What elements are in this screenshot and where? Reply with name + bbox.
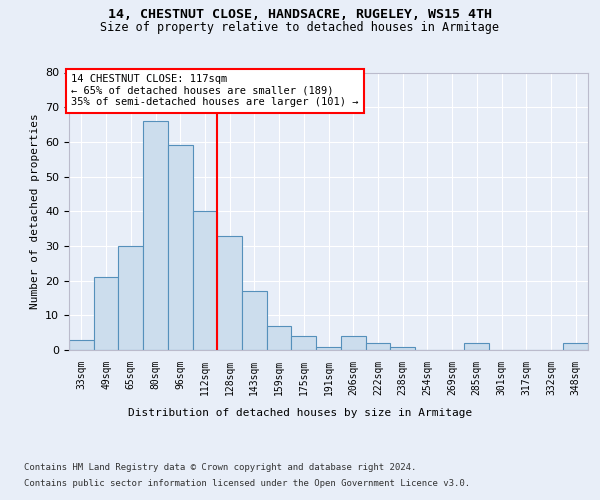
Bar bbox=[292, 336, 316, 350]
Bar bbox=[267, 326, 292, 350]
Text: Contains HM Land Registry data © Crown copyright and database right 2024.: Contains HM Land Registry data © Crown c… bbox=[24, 462, 416, 471]
Bar bbox=[69, 340, 94, 350]
Bar bbox=[563, 343, 588, 350]
Text: Distribution of detached houses by size in Armitage: Distribution of detached houses by size … bbox=[128, 408, 472, 418]
Bar bbox=[143, 121, 168, 350]
Bar bbox=[390, 346, 415, 350]
Bar bbox=[168, 146, 193, 350]
Y-axis label: Number of detached properties: Number of detached properties bbox=[29, 114, 40, 309]
Bar bbox=[118, 246, 143, 350]
Text: Size of property relative to detached houses in Armitage: Size of property relative to detached ho… bbox=[101, 21, 499, 34]
Bar bbox=[94, 277, 118, 350]
Text: 14, CHESTNUT CLOSE, HANDSACRE, RUGELEY, WS15 4TH: 14, CHESTNUT CLOSE, HANDSACRE, RUGELEY, … bbox=[108, 8, 492, 20]
Text: 14 CHESTNUT CLOSE: 117sqm
← 65% of detached houses are smaller (189)
35% of semi: 14 CHESTNUT CLOSE: 117sqm ← 65% of detac… bbox=[71, 74, 359, 108]
Bar bbox=[242, 291, 267, 350]
Bar bbox=[193, 211, 217, 350]
Bar bbox=[316, 346, 341, 350]
Bar bbox=[217, 236, 242, 350]
Bar bbox=[365, 343, 390, 350]
Bar bbox=[464, 343, 489, 350]
Bar bbox=[341, 336, 365, 350]
Text: Contains public sector information licensed under the Open Government Licence v3: Contains public sector information licen… bbox=[24, 479, 470, 488]
